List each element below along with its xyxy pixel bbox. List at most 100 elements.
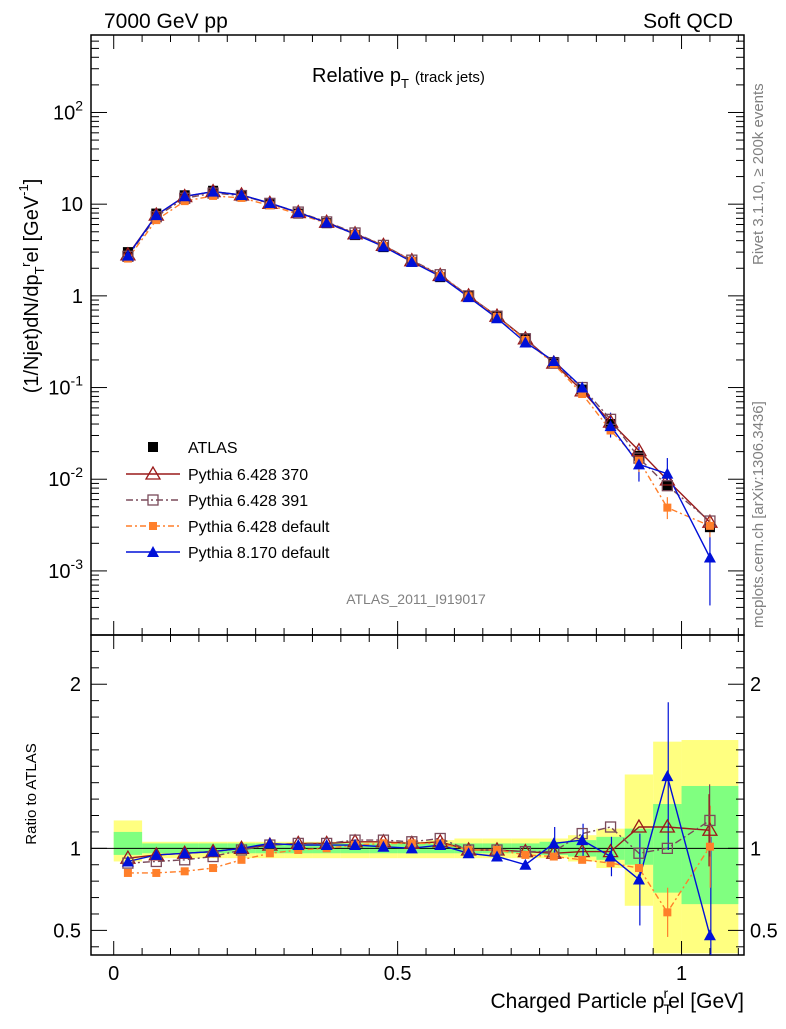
ratio-point	[521, 850, 530, 859]
ratio-point	[490, 850, 503, 862]
ratio-y-tick-label-right: 1	[750, 838, 761, 860]
ratio-point	[663, 908, 672, 917]
ratio-point	[705, 842, 714, 851]
main-point	[434, 270, 447, 282]
main-point	[490, 312, 503, 324]
ratio-point	[377, 840, 390, 852]
y-label-sup: r	[18, 262, 33, 267]
ratio-point	[349, 839, 362, 851]
ratio-point	[121, 855, 134, 867]
main-point	[152, 216, 161, 225]
legend-label: Pythia 6.428 default	[188, 519, 330, 536]
ratio-point	[604, 850, 617, 862]
ratio-point	[320, 839, 333, 851]
main-point	[703, 551, 716, 563]
y-tick-label: 102	[53, 97, 83, 124]
x-label-main: Charged Particle p	[490, 990, 664, 1013]
ratio-point	[549, 852, 558, 861]
plot-title-main: Relative p	[312, 65, 401, 87]
y-label-sub: T	[32, 266, 47, 274]
x-label-sup: r	[663, 985, 668, 1001]
ratio-point	[492, 845, 501, 854]
ratio-plot-series	[119, 702, 719, 955]
main-plot-axes: 10-3 10-2 10-1 1 10 102	[48, 34, 745, 636]
main-point	[462, 291, 475, 303]
legend-label: Pythia 8.170 default	[188, 545, 330, 562]
ratio-point	[578, 855, 587, 864]
main-series-line	[127, 195, 711, 527]
main-point	[235, 188, 248, 200]
legend-label: ATLAS	[188, 440, 238, 457]
main-point	[377, 240, 390, 252]
ratio-point	[519, 858, 532, 870]
x-axis-label: Charged Particle pTrel [GeV]	[490, 985, 744, 1017]
ratio-point	[209, 864, 218, 873]
x-label-sub: T	[663, 1001, 672, 1017]
y-tick-label: 10	[61, 194, 83, 216]
main-plot-series	[119, 183, 719, 606]
ratio-point	[576, 834, 589, 846]
ratio-point	[633, 847, 645, 859]
ratio-point	[405, 842, 418, 854]
ratio-frame	[90, 634, 745, 956]
main-point	[121, 249, 134, 261]
ratio-point	[150, 848, 163, 860]
ratio-point	[604, 821, 617, 833]
main-point	[632, 458, 645, 470]
x-tick-label: 0.5	[384, 963, 412, 985]
legend-marker	[147, 546, 159, 557]
legend-label: Pythia 6.428 391	[188, 493, 308, 510]
plot-title-sub: T	[401, 76, 409, 91]
ratio-y-tick-label-left: 0.5	[53, 920, 81, 942]
main-point	[405, 255, 418, 267]
ratio-point	[178, 847, 191, 859]
main-point	[659, 471, 676, 486]
ratio-point	[661, 770, 674, 782]
y-tick-label: 10-3	[48, 556, 83, 583]
legend-marker	[149, 522, 157, 530]
main-point	[576, 381, 589, 393]
ratio-point	[152, 868, 161, 877]
legend-marker	[144, 465, 162, 480]
ratio-point	[235, 842, 248, 854]
plot-title-suffix: (track jets)	[415, 69, 485, 86]
ratio-point	[661, 842, 673, 854]
ratio-point	[632, 873, 645, 885]
main-point	[292, 206, 305, 218]
x-tick-label: 1	[676, 963, 687, 985]
main-point	[320, 216, 333, 228]
side-label-top: Rivet 3.1.10, ≥ 200k events	[750, 83, 767, 265]
main-point	[604, 420, 617, 432]
ratio-point	[180, 867, 189, 876]
main-point	[578, 390, 587, 399]
main-point	[349, 228, 362, 240]
legend-marker	[147, 494, 159, 506]
main-point	[547, 354, 560, 366]
ratio-point	[701, 821, 719, 836]
ratio-point	[434, 839, 447, 851]
ratio-point	[265, 849, 274, 858]
y-axis-label: (1/Njet)dN/dpTrel [GeV-1]	[16, 179, 47, 394]
ratio-point	[237, 855, 246, 864]
band-green-bin	[624, 828, 654, 865]
main-point	[705, 521, 714, 530]
main-point	[663, 503, 672, 512]
main-point	[630, 442, 648, 457]
ratio-y-axis-label: Ratio to ATLAS	[23, 743, 40, 844]
main-point	[661, 467, 674, 479]
header-left: 7000 GeV pp	[104, 10, 228, 33]
main-point	[661, 480, 673, 492]
main-point	[662, 480, 673, 491]
ratio-point	[659, 818, 676, 833]
ratio-point	[606, 859, 615, 868]
plot-title: Relative pT (track jets)	[312, 65, 485, 91]
ratio-point	[703, 929, 716, 941]
main-point	[263, 196, 276, 208]
y-tick-label: 10-1	[48, 373, 83, 400]
x-tick-label: 0	[108, 963, 119, 985]
ratio-y-tick-label-left: 1	[70, 838, 81, 860]
analysis-id: ATLAS_2011_I919017	[346, 591, 486, 607]
ratio-point	[207, 845, 220, 857]
ratio-point	[634, 864, 643, 873]
